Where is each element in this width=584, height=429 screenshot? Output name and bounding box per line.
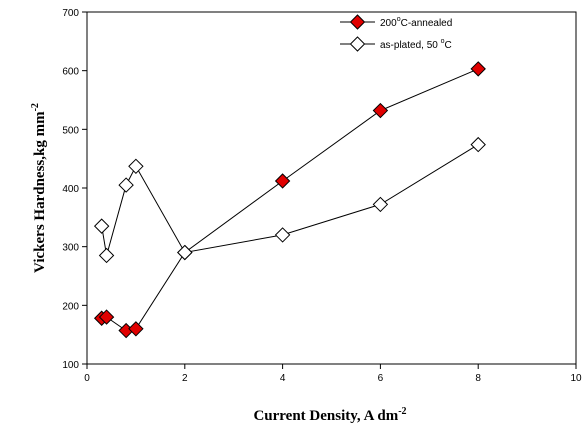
series-lines	[101, 68, 479, 332]
y-tick-label-2: 300	[62, 243, 79, 254]
series-1-point-1	[98, 247, 115, 264]
y-tick-label-4: 500	[62, 125, 79, 136]
axis-ticks: 0 2 4 6 8 10 100 200 300 400 500 600 700	[62, 8, 582, 384]
series-1-point-7	[470, 136, 486, 153]
series-1-point-5	[274, 227, 291, 243]
x-tick-label-4: 8	[475, 373, 481, 384]
y-axis-title: Vickers Hardness,kg mm-2	[30, 103, 48, 273]
y-tick-label-5: 600	[62, 67, 79, 78]
series-0-line	[101, 68, 479, 332]
series-1-point-2	[118, 177, 134, 193]
legend-marker-as-plated	[349, 36, 366, 52]
x-tick-label-1: 2	[182, 373, 188, 384]
x-tick-label-0: 0	[84, 373, 90, 384]
plot-frame	[86, 11, 577, 365]
y-tick-label-1: 200	[62, 301, 79, 312]
series-markers	[93, 61, 486, 339]
x-tick-label-3: 6	[378, 373, 384, 384]
y-tick-label-0: 100	[62, 360, 79, 371]
legend-marker-annealed	[349, 14, 366, 30]
series-0-point-7	[470, 61, 486, 77]
series-1-point-6	[372, 196, 389, 213]
series-0-point-3	[128, 321, 144, 337]
series-1-line	[101, 144, 479, 256]
series-0-point-5	[274, 173, 291, 189]
series-1-point-0	[93, 218, 110, 234]
series-1-point-3	[128, 158, 144, 175]
legend: 200oC-annealed as-plated, 50 oC	[340, 14, 452, 52]
y-tick-label-3: 400	[62, 184, 79, 195]
series-1-point-4	[177, 244, 193, 261]
legend-label-as-plated: as-plated, 50 oC	[380, 38, 452, 51]
x-tick-label-5: 10	[570, 373, 582, 384]
x-tick-label-2: 4	[280, 373, 286, 384]
series-0-point-6	[372, 102, 389, 119]
x-axis-title: Current Density, A dm-2	[253, 406, 406, 424]
legend-label-annealed: 200oC-annealed	[380, 16, 452, 29]
y-tick-label-6: 700	[62, 8, 79, 19]
series-0-point-1	[98, 309, 115, 325]
